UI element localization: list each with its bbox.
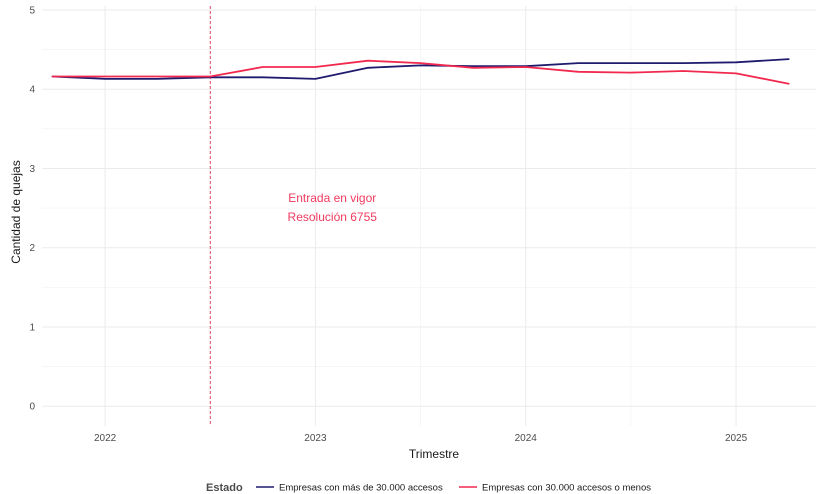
series-line-large-companies [51, 58, 790, 80]
legend-title: Estado [206, 482, 243, 494]
annotation-line-2: Resolución 6755 [288, 210, 378, 224]
x-tick-label: 2023 [304, 433, 327, 444]
x-tick-label: 2025 [725, 433, 748, 444]
y-axis-ticks: 0 1 2 3 4 5 [29, 5, 35, 412]
y-tick-label: 5 [29, 5, 35, 16]
grid [42, 6, 816, 426]
legend-label-small-companies: Empresas con 30.000 accesos o menos [482, 483, 651, 494]
y-tick-label: 0 [29, 402, 35, 413]
series-line-small-companies [51, 59, 790, 85]
y-tick-label: 2 [29, 243, 35, 254]
series-layer [51, 58, 790, 85]
y-tick-label: 3 [29, 164, 35, 175]
y-tick-label: 4 [29, 85, 35, 96]
y-axis-title: Cantidad de quejas [9, 160, 23, 263]
legend-label-large-companies: Empresas con más de 30.000 accesos [279, 483, 443, 494]
x-tick-label: 2022 [94, 433, 117, 444]
legend: Estado Empresas con más de 30.000 acceso… [206, 482, 651, 494]
annotation-line-1: Entrada en vigor [288, 191, 376, 205]
x-tick-label: 2024 [515, 433, 538, 444]
x-axis-title: Trimestre [409, 447, 460, 461]
x-axis-ticks: 2022 2023 2024 2025 [94, 433, 748, 444]
y-tick-label: 1 [29, 322, 35, 333]
annotation: Entrada en vigor Resolución 6755 [288, 191, 378, 224]
